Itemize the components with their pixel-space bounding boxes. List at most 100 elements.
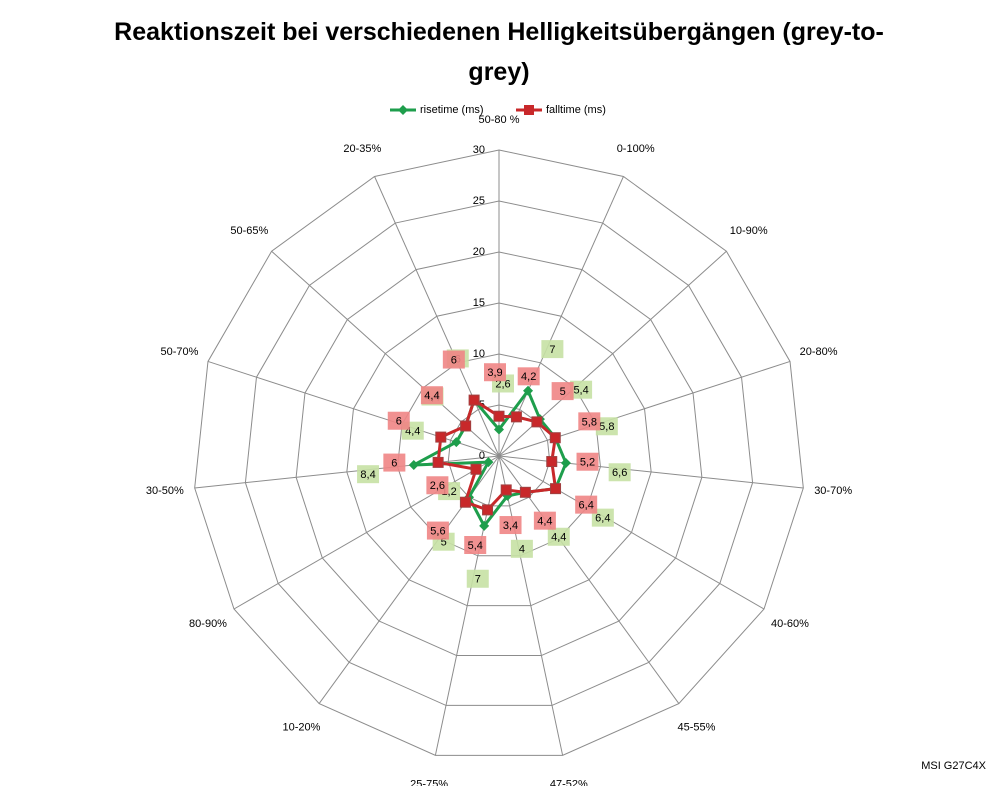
value-label: 4,4 [424, 390, 439, 402]
grid-ring [295, 251, 703, 657]
value-label-bg [357, 465, 380, 484]
category-label: 20-80% [800, 346, 838, 358]
marker [482, 504, 494, 516]
value-label-bg [551, 382, 574, 401]
grid-ring [346, 302, 652, 607]
value-label: 8,4 [360, 469, 375, 481]
spoke [233, 455, 500, 610]
spoke [498, 455, 804, 489]
value-label-bg [547, 527, 570, 546]
value-label: 6 [396, 416, 402, 428]
grid-ring [244, 200, 754, 706]
spoke [498, 455, 564, 756]
marker [451, 437, 462, 448]
grid-ring [397, 353, 601, 557]
value-label: 5,6 [430, 525, 445, 537]
spoke [498, 455, 765, 610]
marker [531, 416, 543, 428]
marker [408, 459, 419, 470]
category-label: 40-60% [771, 618, 809, 630]
value-label: 6 [391, 457, 397, 469]
value-label: 3,9 [487, 367, 502, 379]
value-label-bg [442, 350, 465, 369]
marker [523, 385, 534, 396]
value-label: 3,4 [503, 520, 518, 532]
value-label: 5,2 [580, 457, 595, 469]
category-label: 50-80 % [479, 114, 520, 126]
y-tick-label: 15 [473, 297, 485, 309]
value-label: 4,2 [521, 371, 536, 383]
value-label-bg [595, 417, 618, 436]
value-label-bg [575, 495, 598, 514]
marker [549, 432, 561, 444]
value-label-bg [426, 521, 449, 540]
category-label: 10-90% [730, 225, 768, 237]
legend-label: falltime (ms) [546, 104, 606, 116]
marker [460, 420, 472, 432]
category-label: 25-75% [410, 779, 448, 786]
value-label-bg [608, 463, 631, 482]
spoke [374, 176, 500, 457]
value-label: 5,8 [582, 416, 597, 428]
marker [479, 520, 490, 531]
category-label: 10-20% [283, 722, 321, 734]
category-label: 20-35% [343, 143, 381, 155]
marker [494, 424, 504, 435]
value-label-bg [464, 536, 487, 555]
y-tick-label: 0 [479, 450, 485, 462]
category-label: 30-70% [814, 485, 852, 497]
marker [493, 410, 505, 422]
value-label-bg [484, 363, 506, 382]
legend-marker [398, 105, 408, 115]
value-label: 6 [451, 354, 457, 366]
series-line [436, 397, 558, 512]
source: MSI G27C4X [921, 760, 986, 772]
value-label: 2,6 [430, 480, 445, 492]
marker [519, 486, 531, 498]
category-label: 30-50% [146, 485, 184, 497]
value-label: 5 [560, 386, 566, 398]
marker [550, 483, 562, 495]
series-line [413, 387, 568, 529]
value-label: 6,6 [612, 467, 627, 479]
marker [468, 394, 480, 406]
spoke [498, 176, 624, 457]
category-label: 0-100% [617, 143, 655, 155]
value-label-bg [576, 452, 599, 471]
marker [435, 431, 447, 443]
value-label: 2,6 [495, 378, 510, 390]
value-label-bg [533, 511, 556, 530]
value-label-bg [499, 516, 522, 535]
spoke [194, 455, 500, 489]
value-label-bg [387, 411, 410, 430]
marker [432, 456, 444, 468]
grid-ring [194, 149, 804, 756]
value-label: 7 [475, 574, 481, 586]
value-label-bg [420, 386, 443, 405]
marker [459, 496, 471, 508]
value-label-bg [466, 569, 489, 588]
y-tick-label: 30 [473, 144, 485, 156]
category-label: 80-90% [189, 618, 227, 630]
marker [510, 411, 522, 423]
y-tick-label: 25 [473, 195, 485, 207]
marker [500, 484, 512, 496]
value-label-bg [426, 476, 449, 495]
chart-title: Reaktionszeit bei verschiedenen Helligke… [114, 18, 884, 86]
value-label-bg [541, 340, 564, 359]
marker [470, 463, 482, 475]
marker [546, 456, 558, 468]
value-label: 7 [549, 344, 555, 356]
value-label: 5 [441, 537, 447, 549]
value-label-bg [517, 367, 540, 386]
value-label-bg [570, 380, 593, 399]
spoke [498, 360, 791, 457]
y-tick-label: 20 [473, 246, 485, 258]
value-label: 5,4 [468, 540, 483, 552]
legend-label: risetime (ms) [420, 104, 484, 116]
category-label: 50-70% [160, 346, 198, 358]
spoke [207, 360, 500, 457]
value-label-bg [383, 453, 406, 472]
